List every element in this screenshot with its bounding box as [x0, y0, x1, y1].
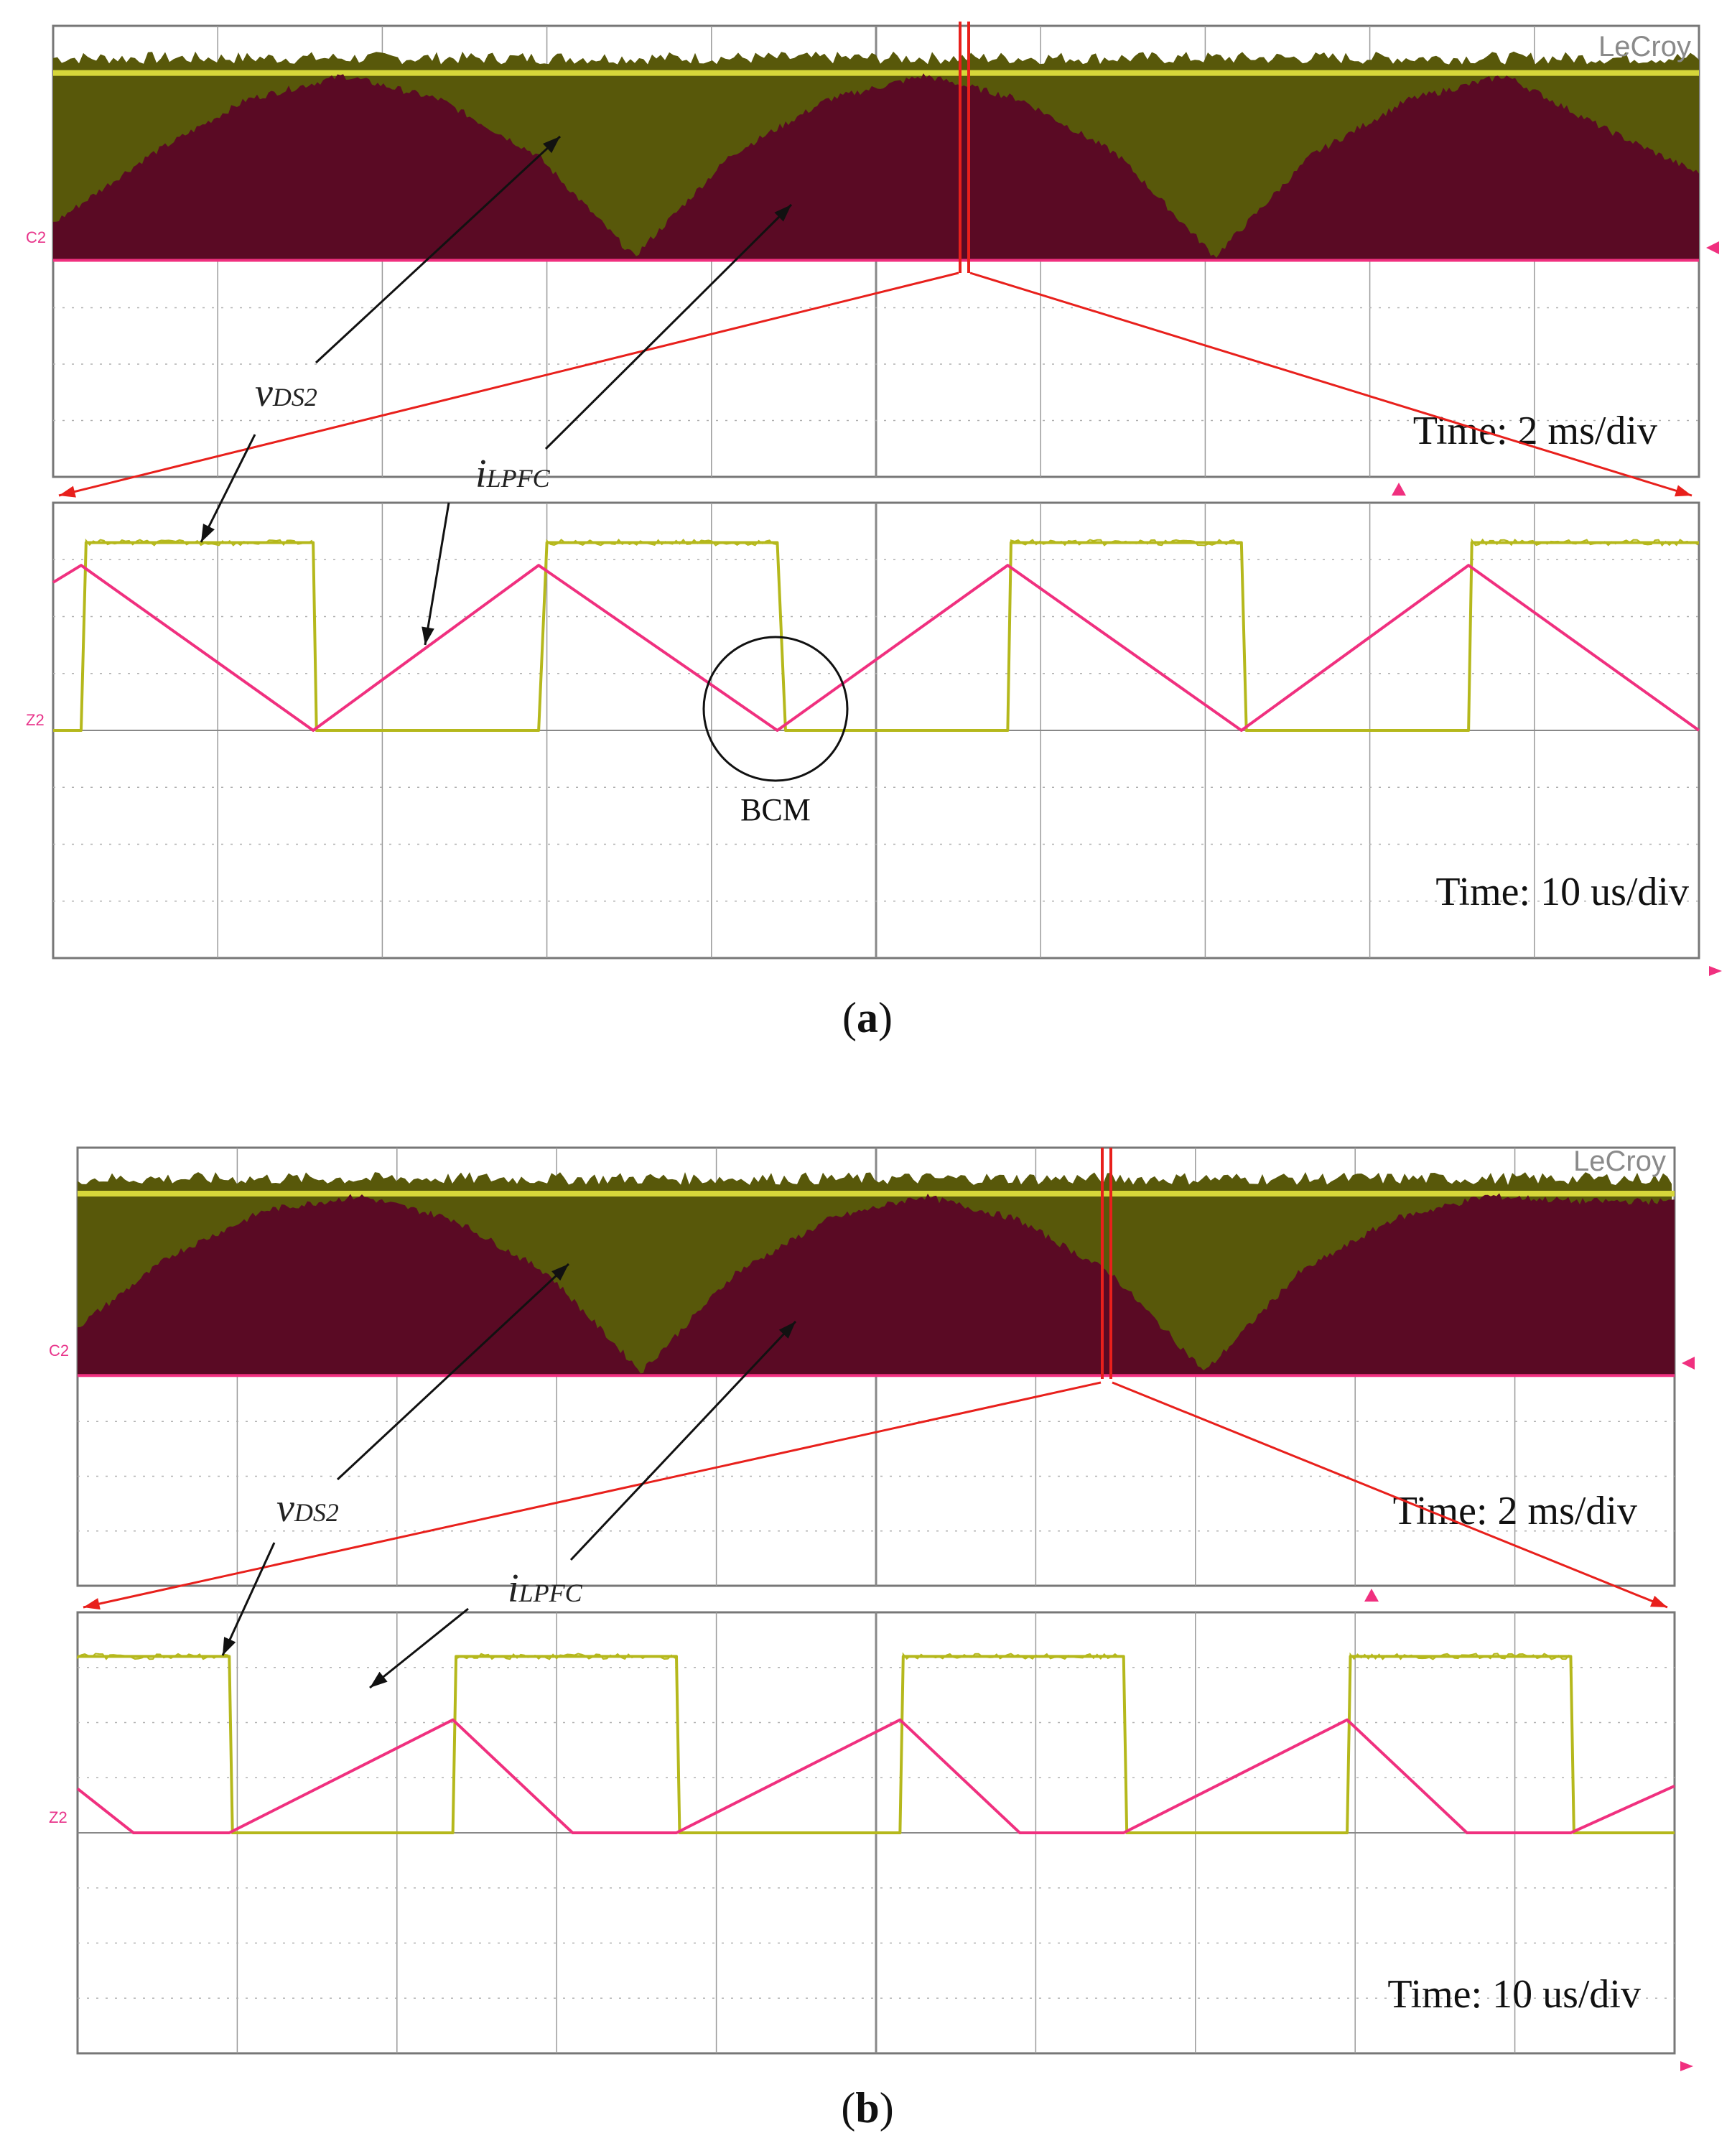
b-trigger-marker-bottom	[1364, 1589, 1379, 1602]
b-zoom-line-left	[83, 1381, 1102, 1609]
b-arrow-vds2-top	[336, 1263, 570, 1481]
panel-a-label-vds2: vDS2	[255, 371, 317, 415]
a-trigger-marker-bottom	[1392, 483, 1406, 496]
b-zoom-end-marker	[1680, 2061, 1693, 2071]
b-arrow-ilpfc-top-head	[778, 1321, 796, 1339]
b-arrow-ilpfc-bottom	[369, 1607, 469, 1689]
b-arrow-ilpfc-bottom-head	[370, 1671, 388, 1688]
a-arrow-vds2-bottom	[200, 434, 256, 543]
panel-b-zoom-screen	[76, 1611, 1693, 2071]
panel-a-timescale-bottom: Time: 10 us/div	[1435, 870, 1689, 914]
a-ilpfc-trace	[52, 564, 1700, 732]
a-arrow-ilpfc-top	[544, 203, 793, 450]
panel-a: LeCroy C2 Z2 Time: 2 ms/div Time: 10 us/…	[26, 22, 1722, 1041]
a-arrow-vds2-top	[315, 135, 562, 364]
a-vds2-trace-noise	[546, 539, 777, 547]
panel-b-caption: (b)	[841, 2084, 893, 2132]
b-arrow-ilpfc-top	[569, 1320, 797, 1561]
b-arrow-vds2-bottom	[221, 1542, 276, 1656]
panel-b-channel-bottom: Z2	[49, 1808, 67, 1826]
panel-b-timescale-top: Time: 2 ms/div	[1393, 1489, 1637, 1533]
panel-a-caption: (a)	[842, 994, 893, 1041]
a-arrow-ilpfc-top-head	[774, 205, 791, 222]
b-zoom-line-right-head	[1650, 1595, 1667, 1607]
panel-b: LeCroy C2 Z2 Time: 2 ms/div Time: 10 us/…	[49, 1146, 1695, 2132]
b-ilpfc-trace	[76, 1718, 1675, 1834]
panel-a-label-ilpfc: iLPFC	[475, 452, 551, 496]
panel-a-overview-screen	[52, 22, 1719, 496]
a-arrow-ilpfc-bottom-head	[422, 626, 434, 645]
panel-b-timescale-bottom: Time: 10 us/div	[1387, 1972, 1641, 2017]
panel-b-label-vds2: vDS2	[276, 1486, 339, 1530]
a-zoom-line-left-head	[59, 485, 76, 498]
a-overview-ilpfc-envelope	[53, 73, 1699, 261]
a-arrow-vds2-bottom-head	[201, 524, 215, 542]
panel-b-channel-top: C2	[49, 1342, 69, 1360]
b-trigger-marker	[1682, 1357, 1695, 1370]
panel-a-bcm-circle	[702, 636, 849, 782]
b-vds2-trace-noise	[455, 1653, 676, 1660]
panel-a-channel-top: C2	[26, 228, 46, 246]
b-zoom-line-right	[1112, 1381, 1668, 1609]
a-zoom-end-marker	[1709, 966, 1722, 976]
b-vds2-trace-noise	[902, 1652, 1122, 1660]
a-vds2-trace-noise	[1010, 539, 1242, 547]
b-vds2-trace-noise	[1349, 1652, 1570, 1660]
a-vds2-trace-noise	[85, 538, 313, 547]
a-zoom-line-left	[58, 271, 959, 497]
panel-a-timescale-top: Time: 2 ms/div	[1413, 409, 1657, 453]
b-zoom-line-left-head	[83, 1598, 101, 1610]
panel-a-brand: LeCroy	[1598, 31, 1691, 62]
a-vds2-trace-noise	[1471, 538, 1699, 547]
panel-b-brand: LeCroy	[1573, 1146, 1666, 1177]
b-overview-ilpfc-envelope	[78, 1193, 1675, 1376]
panel-a-channel-bottom: Z2	[26, 711, 45, 729]
panel-b-label-ilpfc: iLPFC	[508, 1566, 583, 1611]
b-vds2-trace-noise	[77, 1653, 229, 1660]
b-arrow-vds2-top-head	[551, 1264, 569, 1281]
a-zoom-line-right	[969, 271, 1693, 497]
a-zoom-line-right-head	[1675, 485, 1692, 497]
panel-a-bcm-label: BCM	[740, 792, 811, 827]
a-trigger-marker	[1706, 241, 1719, 254]
b-arrow-vds2-bottom-head	[223, 1637, 236, 1655]
panel-b-overview-screen	[76, 1146, 1695, 1602]
a-arrow-vds2-top-head	[543, 136, 560, 154]
panel-a-zoom-screen	[52, 501, 1722, 976]
a-arrow-ilpfc-bottom	[424, 502, 450, 646]
